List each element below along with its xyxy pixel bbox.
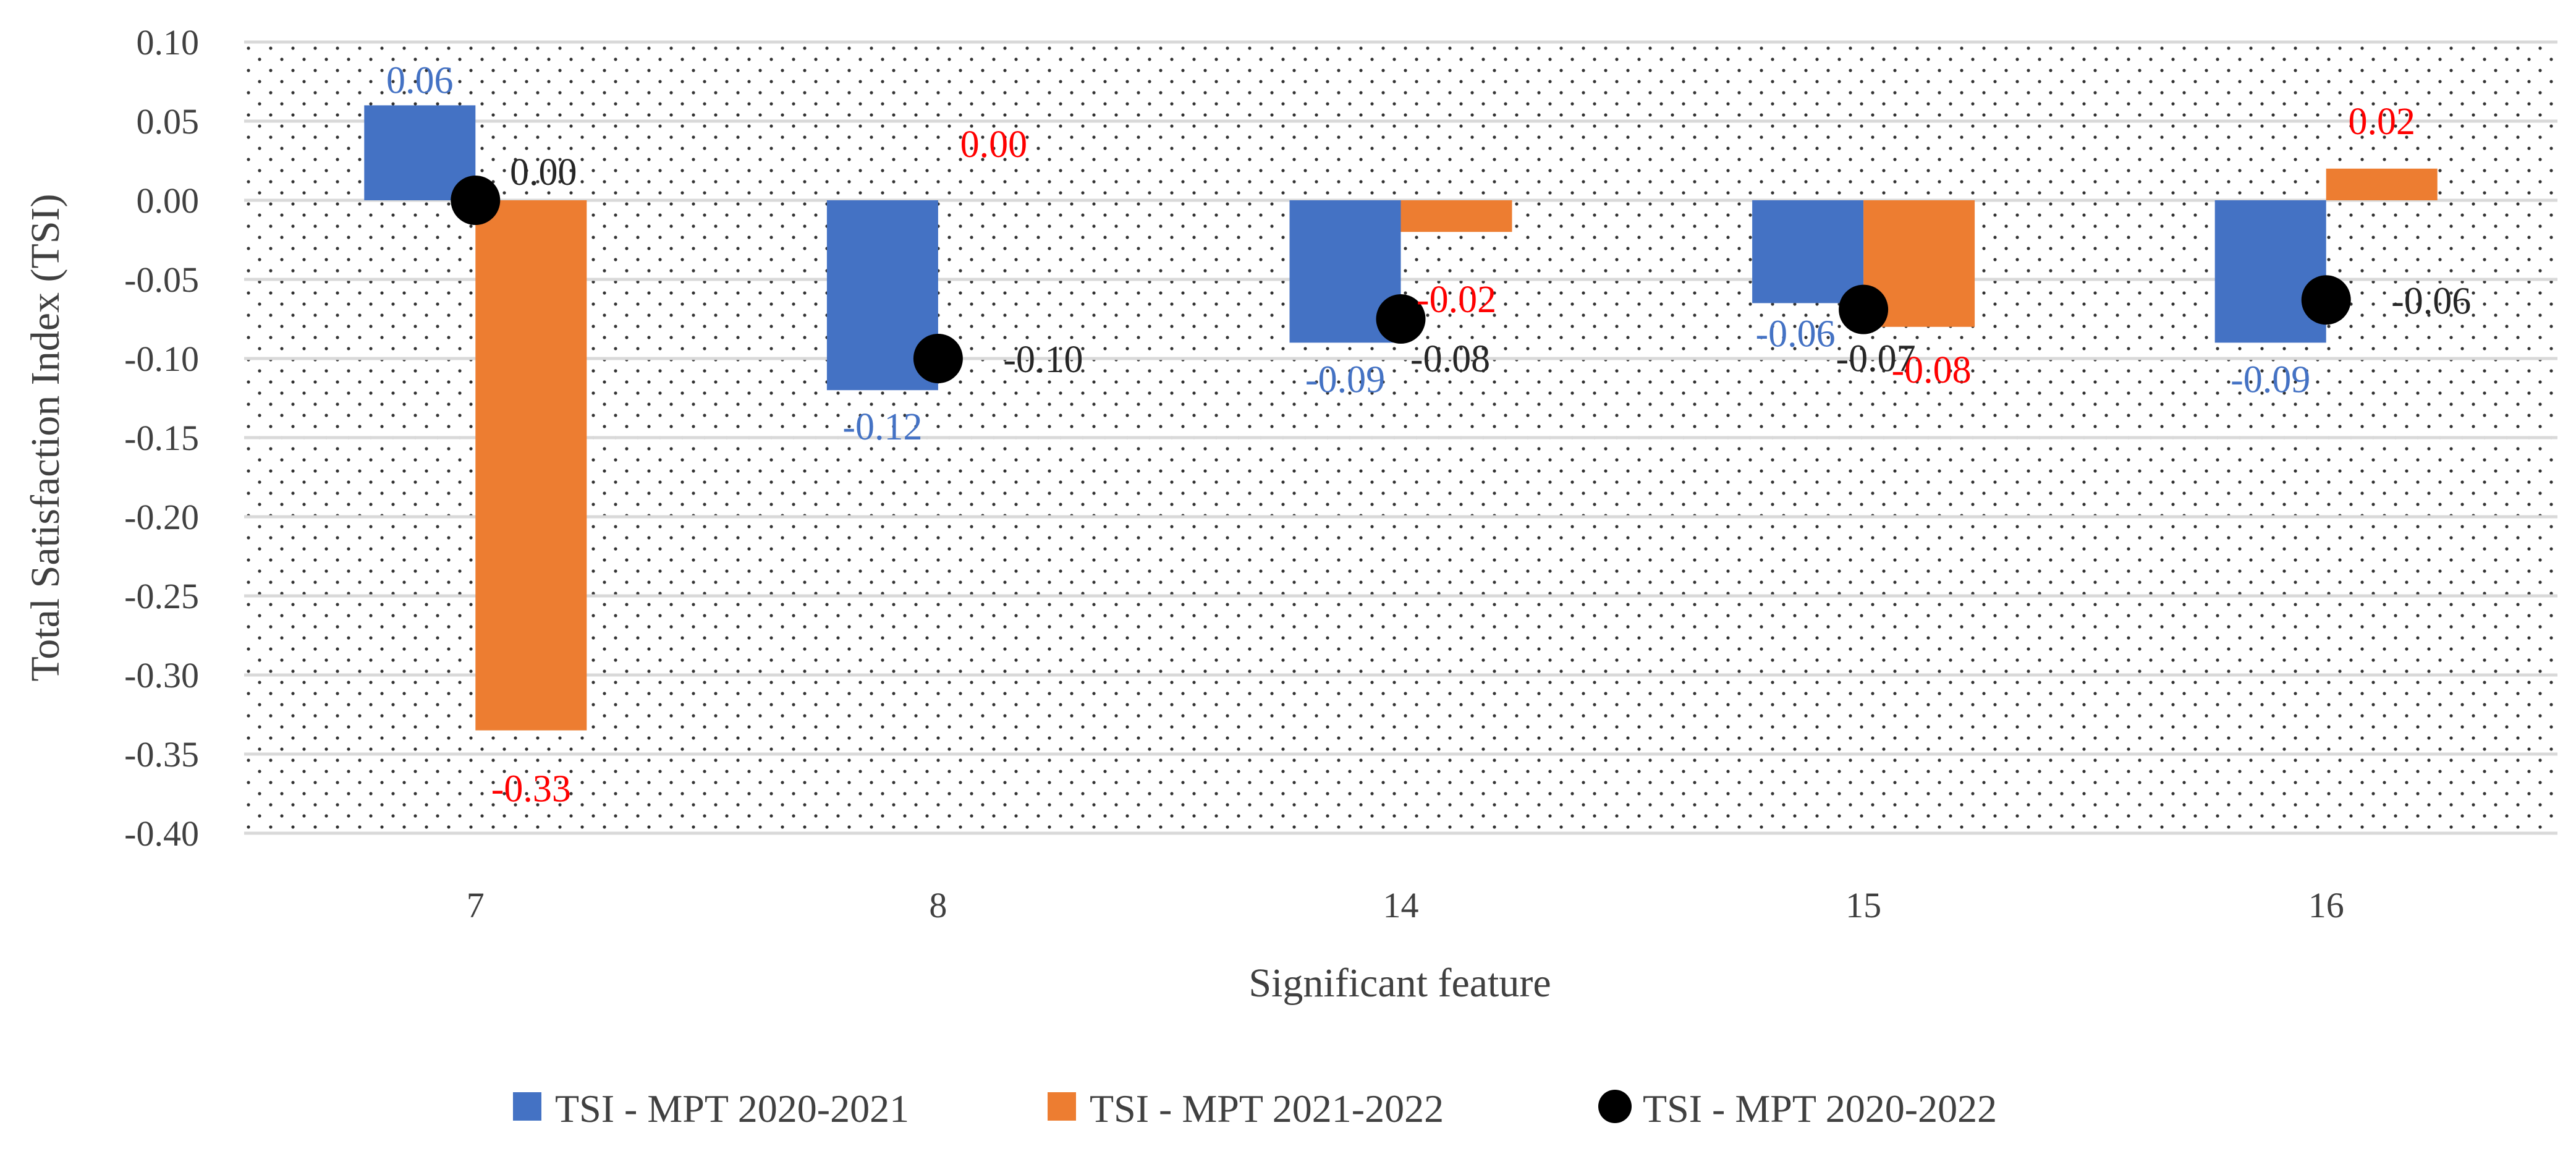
y-tick-label: -0.10 [124, 339, 199, 379]
data-label: -0.12 [842, 406, 922, 448]
marker-point [1376, 294, 1426, 344]
bar [1752, 200, 1864, 303]
legend-swatch [1048, 1092, 1076, 1121]
x-axis-title: Significant feature [1248, 961, 1551, 1006]
marker-point [2301, 275, 2351, 325]
y-tick-label: -0.35 [124, 734, 199, 774]
x-tick-label: 15 [1845, 885, 1881, 925]
data-label: -0.09 [2231, 359, 2310, 401]
data-label: -0.08 [1410, 338, 1490, 380]
bar [2214, 200, 2326, 343]
y-tick-label: -0.25 [124, 576, 199, 616]
data-label: -0.10 [1003, 339, 1083, 381]
y-axis-title: Total Satisfaction Index (TSI) [23, 193, 68, 681]
legend-swatch [513, 1092, 541, 1121]
data-label: -0.07 [1836, 338, 1916, 380]
y-tick-label: 0.10 [137, 22, 200, 62]
marker-point [913, 334, 963, 383]
y-tick-label: -0.05 [124, 260, 199, 300]
legend-label: TSI - MPT 2021-2022 [1090, 1087, 1444, 1131]
bar [1400, 200, 1512, 232]
legend-label: TSI - MPT 2020-2022 [1643, 1087, 1997, 1131]
data-labels: 0.06 -0.12 -0.09 -0.06 -0.09 -0.33 0.00 -0.02 -0… [386, 59, 2471, 810]
legend-label: TSI - MPT 2020-2021 [555, 1087, 909, 1131]
y-tick-label: -0.20 [124, 497, 199, 537]
y-tick-label: -0.15 [124, 418, 199, 458]
bar [2326, 168, 2438, 200]
data-label: 0.02 [2348, 101, 2415, 143]
x-tick-label: 8 [929, 885, 947, 925]
y-tick-label: -0.30 [124, 655, 199, 695]
x-tick-label: 14 [1383, 885, 1419, 925]
marker-point [451, 176, 501, 225]
y-tick-label: 0.00 [137, 180, 200, 221]
x-tick-label: 7 [467, 885, 485, 925]
bar [475, 200, 587, 731]
data-label: 0.06 [386, 59, 454, 101]
legend: TSI - MPT 2020-2021 TSI - MPT 2021-2022 TS… [513, 1087, 1997, 1131]
data-label: -0.33 [491, 768, 571, 810]
data-label: -0.09 [1305, 359, 1385, 401]
data-label: 0.00 [510, 151, 577, 193]
bars [364, 105, 2438, 731]
y-tick-label: 0.05 [137, 101, 200, 142]
data-label: -0.08 [1892, 349, 1972, 391]
x-tick-label: 16 [2308, 885, 2344, 925]
legend-swatch [1598, 1090, 1632, 1123]
data-label: 0.00 [960, 124, 1028, 166]
data-label: -0.06 [1756, 313, 1836, 355]
x-axis: 7 8 14 15 16 [467, 885, 2344, 925]
markers [451, 176, 2351, 383]
y-tick-label: -0.40 [124, 813, 199, 854]
data-label: -0.02 [1417, 279, 1496, 321]
marker-point [1839, 284, 1889, 334]
data-label: -0.06 [2391, 280, 2471, 322]
y-axis: 0.10 0.05 0.00 -0.05 -0.10 -0.15 -0.20 -0.25 -0.… [124, 22, 199, 854]
